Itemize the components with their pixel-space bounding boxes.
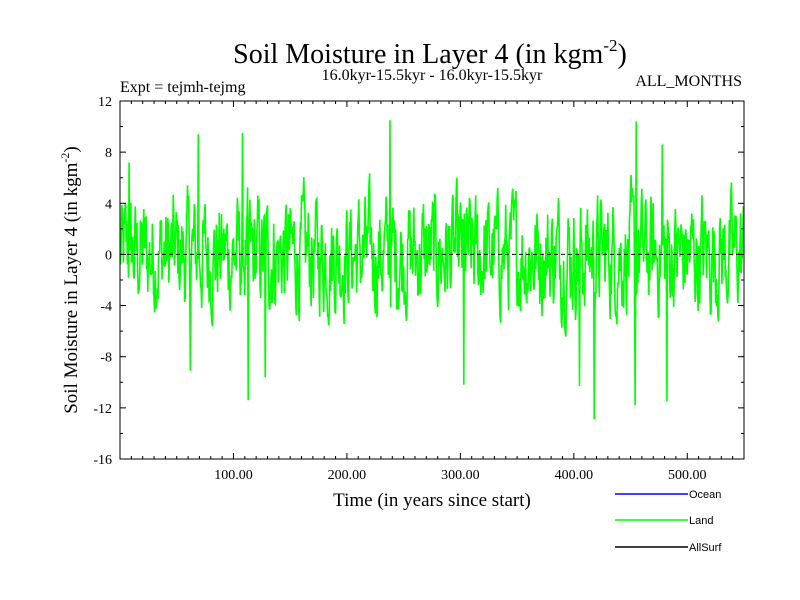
chart-title: Soil Moisture in Layer 4 (in kgm-2) bbox=[233, 36, 627, 70]
legend-label-ocean: Ocean bbox=[689, 489, 721, 501]
plot-area: -16 -12 -8 -4 0 4 8 12 100.00 200.00 300.00 400.00 5… bbox=[93, 95, 745, 483]
y-tick-label: 12 bbox=[98, 95, 112, 110]
legend-label-land: Land bbox=[689, 515, 713, 527]
y-tick-label: 0 bbox=[105, 248, 112, 263]
x-tick-label: 300.00 bbox=[441, 468, 480, 483]
y-tick-label: -12 bbox=[93, 402, 112, 417]
x-tick-label: 400.00 bbox=[555, 468, 594, 483]
land-series-line bbox=[120, 120, 744, 420]
x-tick-label: 200.00 bbox=[328, 468, 367, 483]
period-label: 16.0kyr-15.5kyr - 16.0kyr-15.5kyr bbox=[322, 67, 543, 84]
y-axis-label: Soil Moisture in Layer 4 (in kgm-2) bbox=[58, 146, 82, 414]
y-tick-label: 4 bbox=[105, 197, 112, 212]
y-tick-label: 8 bbox=[105, 146, 112, 161]
legend-label-allsurf: AllSurf bbox=[689, 542, 722, 554]
x-axis-label: Time (in years since start) bbox=[333, 490, 531, 511]
legend: Ocean Land AllSurf bbox=[615, 489, 722, 554]
x-tick-label: 100.00 bbox=[214, 468, 253, 483]
months-label: ALL_MONTHS bbox=[635, 73, 742, 90]
expt-label: Expt = tejmh-tejmg bbox=[120, 79, 245, 96]
y-tick-label: -8 bbox=[100, 351, 112, 366]
y-tick-label: -4 bbox=[100, 300, 112, 315]
y-tick-label: -16 bbox=[93, 453, 112, 468]
x-tick-label: 500.00 bbox=[668, 468, 707, 483]
